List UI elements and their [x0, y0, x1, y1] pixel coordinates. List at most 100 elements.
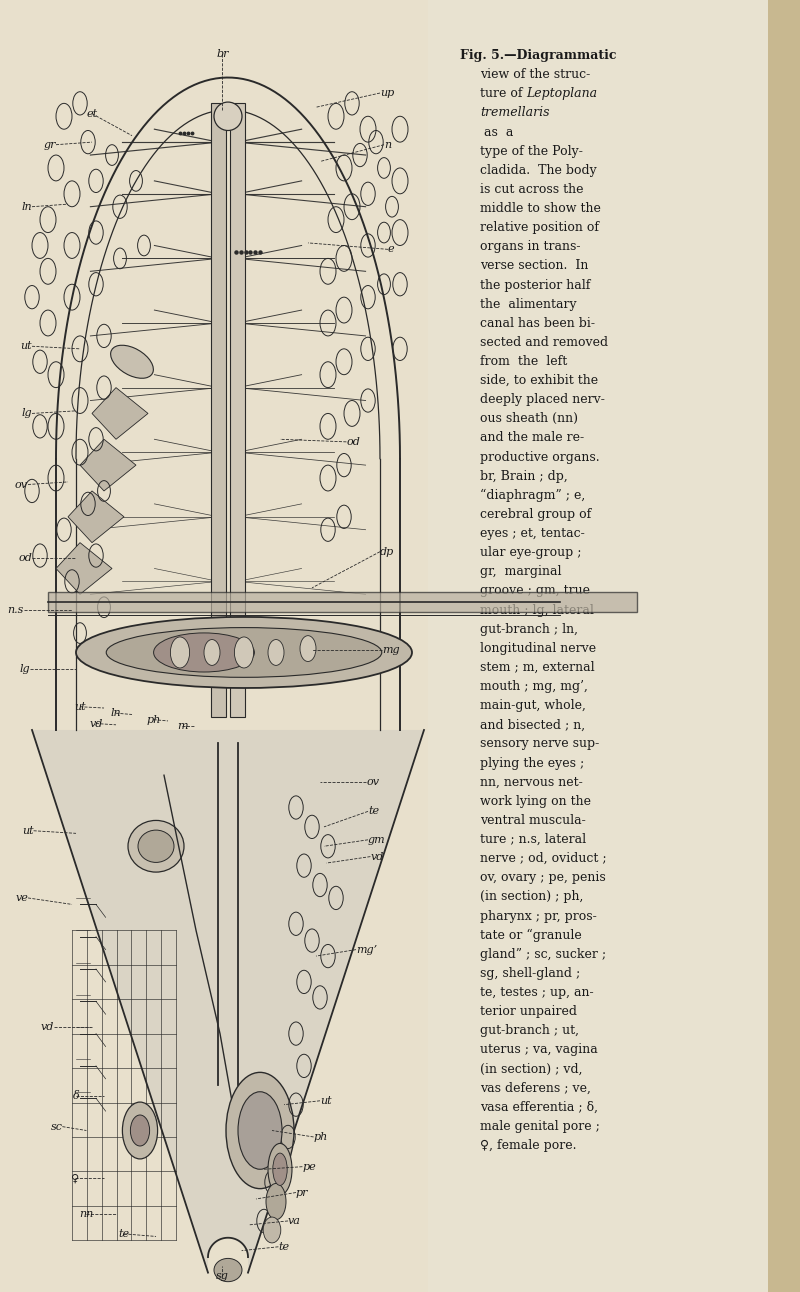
Ellipse shape [273, 1154, 287, 1186]
Bar [230, 103, 245, 717]
Text: the  alimentary: the alimentary [480, 297, 577, 310]
Text: sc: sc [50, 1121, 62, 1132]
Text: sensory nerve sup-: sensory nerve sup- [480, 738, 599, 751]
Text: ve: ve [15, 893, 28, 903]
Text: longitudinal nerve: longitudinal nerve [480, 642, 596, 655]
Text: is cut across the: is cut across the [480, 183, 583, 196]
Ellipse shape [110, 345, 154, 379]
Text: up: up [380, 88, 394, 98]
Circle shape [300, 636, 316, 662]
Text: e: e [388, 244, 394, 255]
Text: and bisected ; n,: and bisected ; n, [480, 718, 585, 731]
Ellipse shape [76, 618, 412, 687]
Ellipse shape [138, 831, 174, 863]
Text: ln: ln [110, 708, 122, 718]
Text: work lying on the: work lying on the [480, 795, 591, 808]
Text: cladida.  The body: cladida. The body [480, 164, 597, 177]
Circle shape [122, 1102, 158, 1159]
Text: cerebral group of: cerebral group of [480, 508, 591, 521]
Ellipse shape [263, 1217, 281, 1243]
Polygon shape [32, 730, 424, 1273]
Text: ut: ut [74, 702, 86, 712]
Text: sg, shell-gland ;: sg, shell-gland ; [480, 966, 580, 979]
Bar [428, 0, 800, 1292]
Text: te, testes ; up, an-: te, testes ; up, an- [480, 986, 594, 999]
Bar [768, 0, 800, 1292]
Text: mouth ; mg, mg’,: mouth ; mg, mg’, [480, 680, 588, 693]
Polygon shape [92, 388, 148, 439]
Text: groove ; gm, true: groove ; gm, true [480, 584, 590, 597]
Ellipse shape [226, 1072, 294, 1189]
Text: ture of: ture of [480, 88, 526, 101]
Text: br, Brain ; dp,: br, Brain ; dp, [480, 470, 568, 483]
Text: gr: gr [43, 140, 56, 150]
Text: te: te [278, 1242, 290, 1252]
Text: ture ; n.s, lateral: ture ; n.s, lateral [480, 833, 586, 846]
Text: terior unpaired: terior unpaired [480, 1005, 577, 1018]
Text: m: m [177, 721, 188, 731]
Polygon shape [80, 439, 136, 491]
Text: vas deferens ; ve,: vas deferens ; ve, [480, 1081, 591, 1094]
Text: gm: gm [368, 835, 386, 845]
Text: te: te [368, 806, 379, 817]
Text: plying the eyes ;: plying the eyes ; [480, 757, 584, 770]
Text: dp: dp [380, 547, 394, 557]
Text: δ: δ [73, 1090, 79, 1101]
Text: side, to exhibit the: side, to exhibit the [480, 375, 598, 388]
Text: ventral muscula-: ventral muscula- [480, 814, 586, 827]
Text: ov, ovary ; pe, penis: ov, ovary ; pe, penis [480, 871, 606, 884]
Bar [211, 103, 226, 717]
Ellipse shape [238, 1092, 282, 1169]
Ellipse shape [154, 633, 254, 672]
Text: nn: nn [79, 1209, 94, 1220]
Text: gut-branch ; ut,: gut-branch ; ut, [480, 1025, 579, 1037]
Text: ut: ut [22, 826, 34, 836]
Circle shape [268, 640, 284, 665]
Text: vd: vd [90, 718, 102, 729]
Text: gut-branch ; ln,: gut-branch ; ln, [480, 623, 578, 636]
Ellipse shape [128, 820, 184, 872]
Text: va: va [288, 1216, 301, 1226]
Text: as  a: as a [480, 125, 514, 138]
Bar [48, 592, 637, 612]
Text: pharynx ; pr, pros-: pharynx ; pr, pros- [480, 910, 597, 922]
Text: ph: ph [146, 714, 161, 725]
Ellipse shape [268, 1143, 292, 1195]
Text: vasa efferentia ; δ,: vasa efferentia ; δ, [480, 1101, 598, 1114]
Text: eyes ; et, tentac-: eyes ; et, tentac- [480, 527, 585, 540]
Text: productive organs.: productive organs. [480, 451, 600, 464]
Text: et: et [86, 109, 98, 119]
Text: ln: ln [22, 202, 32, 212]
Text: (in section) ; ph,: (in section) ; ph, [480, 890, 583, 903]
Text: from  the  left: from the left [480, 355, 567, 368]
Text: male genital pore ;: male genital pore ; [480, 1120, 600, 1133]
Text: tremellaris: tremellaris [480, 106, 550, 119]
Text: canal has been bi-: canal has been bi- [480, 317, 595, 329]
Text: nn, nervous net-: nn, nervous net- [480, 775, 582, 788]
Ellipse shape [214, 102, 242, 130]
Text: verse section.  In: verse section. In [480, 260, 588, 273]
Text: mouth ; lg, lateral: mouth ; lg, lateral [480, 603, 594, 616]
Ellipse shape [106, 628, 382, 677]
Text: mg: mg [382, 645, 400, 655]
Text: middle to show the: middle to show the [480, 202, 601, 214]
Polygon shape [68, 491, 124, 543]
Text: Leptoplana: Leptoplana [526, 88, 598, 101]
Text: lg: lg [20, 664, 30, 674]
Text: n.s: n.s [8, 605, 24, 615]
Text: pe: pe [302, 1162, 316, 1172]
Text: od: od [18, 553, 32, 563]
Text: vd: vd [41, 1022, 54, 1032]
Text: Fig. 5.—Diagrammatic: Fig. 5.—Diagrammatic [460, 49, 617, 62]
Text: od: od [346, 437, 360, 447]
Text: main-gut, whole,: main-gut, whole, [480, 699, 586, 712]
Circle shape [170, 637, 190, 668]
Text: tate or “granule: tate or “granule [480, 929, 582, 942]
Text: ov: ov [366, 776, 379, 787]
Text: ut: ut [20, 341, 32, 351]
Text: pr: pr [296, 1187, 309, 1198]
Text: ph: ph [314, 1132, 328, 1142]
Circle shape [130, 1115, 150, 1146]
Text: (in section) ; vd,: (in section) ; vd, [480, 1062, 582, 1075]
Text: organs in trans-: organs in trans- [480, 240, 581, 253]
